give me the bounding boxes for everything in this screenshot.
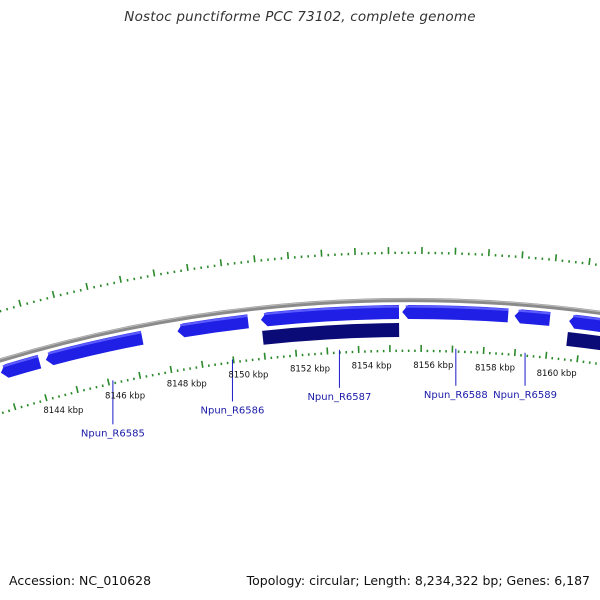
inner-tick (114, 381, 117, 385)
inner-tick (32, 402, 36, 405)
outer-tick (99, 284, 102, 288)
outer-tick (18, 299, 22, 307)
gene-shading (2, 355, 39, 368)
inner-tick (44, 394, 48, 402)
outer-tick (39, 298, 42, 302)
map-title: Nostoc punctiforme PCC 73102, complete g… (124, 9, 476, 25)
gene-shading (263, 305, 399, 316)
inner-tick (70, 391, 73, 395)
inner-tick (57, 395, 61, 398)
backbone-arc (0, 297, 600, 363)
gene-shading (405, 305, 509, 312)
inner-tick (89, 387, 92, 391)
inner-tick (101, 384, 104, 388)
inner-tick (75, 385, 79, 394)
inner-tick (232, 356, 235, 364)
inner-tick (200, 360, 204, 368)
inner-tick (513, 348, 517, 357)
inner-tick (82, 388, 86, 392)
forward-gene (177, 314, 249, 338)
inner-tick (51, 396, 54, 400)
inner-tick (39, 400, 42, 404)
outer-tick (79, 288, 82, 292)
inner-tick (169, 365, 173, 374)
topology-label: Topology: circular; Length: 8,234,322 bp… (246, 573, 590, 588)
inner-tick (576, 355, 579, 363)
inner-tick (106, 378, 111, 386)
outer-tick (32, 300, 35, 304)
inner-tick (64, 393, 67, 397)
scale-labels: 8144 kbp 8146 kbp 8148 kbp 8150 kbp 8152 kbp… (43, 361, 576, 416)
scale-label: 8144 kbp (43, 406, 83, 416)
gene-label: Npun_R6589 (493, 390, 557, 401)
scale-label: 8156 kbp (413, 361, 453, 371)
outer-tick (186, 263, 189, 272)
outer-tick (554, 254, 558, 262)
inner-tick (26, 403, 29, 407)
scale-label: 8150 kbp (228, 371, 268, 381)
inner-tick (120, 380, 123, 383)
inner-tick (126, 378, 129, 382)
outer-tick (6, 307, 9, 311)
outer-tick (12, 305, 15, 309)
scale-label: 8152 kbp (290, 365, 330, 375)
inner-tick (545, 351, 548, 359)
gene-label: Npun_R6585 (81, 428, 145, 439)
outer-tick (46, 296, 49, 300)
outer-tick (0, 309, 2, 313)
gene-shading (573, 314, 600, 321)
outer-tick (286, 252, 290, 260)
forward-gene (0, 354, 42, 378)
inner-tick (7, 409, 11, 413)
inner-tick (12, 403, 17, 411)
inner-tick (294, 349, 298, 357)
outer-tick (72, 290, 76, 294)
inner-tick (138, 371, 142, 379)
backbone-highlight (0, 298, 600, 360)
gene-label: Npun_R6587 (307, 392, 371, 403)
inner-tick (263, 352, 266, 360)
gene-label: Npun_R6586 (200, 405, 264, 416)
outer-tick (253, 255, 256, 263)
scale-label: 8154 kbp (352, 362, 392, 372)
outer-tick (66, 292, 69, 295)
accession-label: Accession: NC_010628 (9, 573, 152, 588)
gene-shading (179, 314, 248, 327)
outer-tick (118, 275, 122, 283)
outer-tick (51, 290, 56, 299)
gene-shading (47, 331, 142, 355)
inner-tick (1, 411, 4, 415)
outer-tick (85, 282, 89, 291)
outer-tick (521, 251, 524, 259)
reverse-gene (262, 323, 400, 345)
tick-marks (0, 247, 597, 415)
outer-tick (152, 269, 156, 277)
inner-tick (20, 405, 23, 409)
scale-label: 8146 kbp (105, 391, 145, 401)
reverse-gene (566, 331, 600, 351)
outer-tick (59, 293, 62, 297)
genome-backbone (0, 297, 600, 363)
scale-label: 8160 kbp (537, 369, 577, 379)
forward-gene (45, 330, 144, 366)
outer-tick (93, 285, 96, 289)
outer-tick (588, 257, 591, 266)
scale-label: 8158 kbp (475, 364, 515, 374)
gene-label: Npun_R6588 (424, 390, 488, 401)
inner-tick (95, 385, 98, 389)
gene-labels: Npun_R6585 Npun_R6586 Npun_R6587 Npun_R6588… (81, 348, 557, 439)
outer-tick (26, 302, 29, 305)
gene-features (0, 304, 600, 378)
outer-tick (219, 259, 223, 267)
gene-shading (518, 309, 551, 315)
scale-label: 8148 kbp (167, 380, 207, 390)
